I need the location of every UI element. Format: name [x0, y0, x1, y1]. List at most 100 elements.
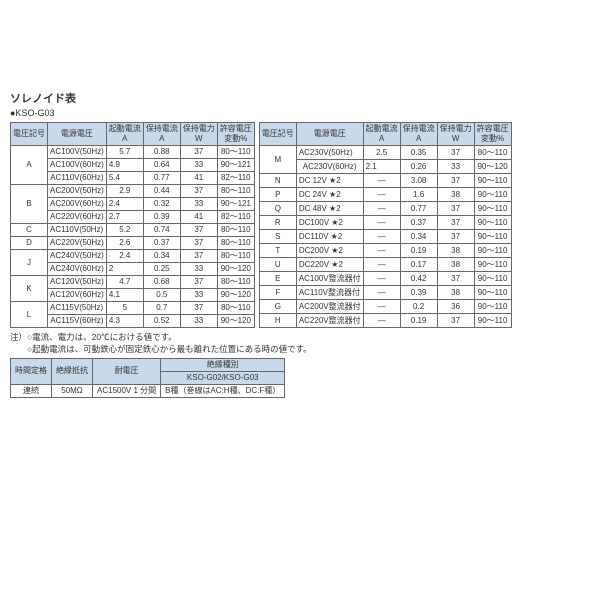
cell: 37 [437, 230, 474, 244]
cell: 33 [437, 160, 474, 174]
cell: AC115V(60Hz) [48, 315, 107, 328]
cell: AC110V(50Hz) [48, 224, 107, 237]
cell: ― [363, 202, 400, 216]
ins-cell: AC1500V 1 分間 [93, 384, 161, 397]
cell: AC200V整流器付 [296, 300, 363, 314]
cell: 0.77 [400, 202, 437, 216]
cell: 0.39 [143, 211, 180, 224]
table-row: AC100V(60Hz)4.90.643390～121 [11, 159, 255, 172]
cell: 80～110 [474, 146, 511, 160]
voltage-code: F [259, 286, 296, 300]
note-line-2: ○起動電流は、可動鉄心が固定鉄心から最も離れた位置にある時の値です。 [10, 344, 590, 356]
ins-header: 時間定格 [11, 358, 52, 384]
cell: 0.19 [400, 244, 437, 258]
cell: 0.37 [400, 216, 437, 230]
cell: AC230V(60Hz) [296, 160, 363, 174]
col-header: 起動電流A [363, 123, 400, 146]
col-header: 保持電流A [143, 123, 180, 146]
table-row: AC200V(60Hz)2.40.323390～121 [11, 198, 255, 211]
cell: AC110V整流器付 [296, 286, 363, 300]
cell: 90～110 [474, 216, 511, 230]
cell: 5.4 [106, 172, 143, 185]
page-title: ソレノイド表 [10, 90, 590, 106]
cell: 2.6 [106, 237, 143, 250]
voltage-code: B [11, 185, 48, 224]
cell: AC200V(50Hz) [48, 185, 107, 198]
voltage-code: E [259, 272, 296, 286]
cell: AC220V整流器付 [296, 314, 363, 328]
cell: 1.6 [400, 188, 437, 202]
cell: 2.1 [363, 160, 400, 174]
col-header: 保持電力W [437, 123, 474, 146]
cell: ― [363, 174, 400, 188]
cell: 0.64 [143, 159, 180, 172]
col-header: 電圧記号 [11, 123, 48, 146]
cell: 90～110 [474, 202, 511, 216]
cell: 2.7 [106, 211, 143, 224]
col-header: 保持電力W [180, 123, 217, 146]
cell: 4.7 [106, 276, 143, 289]
table-row: SDC110V ★2―0.343790～110 [259, 230, 511, 244]
cell: ― [363, 300, 400, 314]
cell: AC240V(50Hz) [48, 250, 107, 263]
cell: 90～110 [474, 230, 511, 244]
cell: 0.34 [143, 250, 180, 263]
cell: 37 [180, 276, 217, 289]
cell: 37 [180, 224, 217, 237]
col-header: 許容電圧変動% [217, 123, 254, 146]
cell: 90～121 [217, 198, 254, 211]
cell: ― [363, 216, 400, 230]
cell: DC 12V ★2 [296, 174, 363, 188]
cell: 2 [106, 263, 143, 276]
cell: 37 [437, 314, 474, 328]
table-row: AAC100V(50Hz)5.70.883780～110 [11, 146, 255, 159]
cell: 0.2 [400, 300, 437, 314]
page-subtitle: ●KSO-G03 [10, 108, 590, 118]
cell: 38 [437, 188, 474, 202]
table-row: AC110V(60Hz)5.40.774182～110 [11, 172, 255, 185]
cell: AC120V(60Hz) [48, 289, 107, 302]
cell: 5.7 [106, 146, 143, 159]
table-row: HAC220V整流器付―0.193790～110 [259, 314, 511, 328]
voltage-code: N [259, 174, 296, 188]
cell: 0.26 [400, 160, 437, 174]
cell: 37 [437, 216, 474, 230]
cell: 90～110 [474, 300, 511, 314]
cell: 0.52 [143, 315, 180, 328]
cell: DC110V ★2 [296, 230, 363, 244]
cell: 0.32 [143, 198, 180, 211]
cell: 82～110 [217, 211, 254, 224]
voltage-code: S [259, 230, 296, 244]
cell: 2.5 [363, 146, 400, 160]
voltage-code: Q [259, 202, 296, 216]
cell: 90～120 [217, 315, 254, 328]
voltage-code: P [259, 188, 296, 202]
cell: 80～110 [217, 276, 254, 289]
table-row: TDC200V ★2―0.193890～110 [259, 244, 511, 258]
cell: DC200V ★2 [296, 244, 363, 258]
table-row: NDC 12V ★2―3.083790～110 [259, 174, 511, 188]
cell: 5 [106, 302, 143, 315]
cell: 4.9 [106, 159, 143, 172]
table-row: AC240V(60Hz)20.253390～120 [11, 263, 255, 276]
cell: DC 48V ★2 [296, 202, 363, 216]
col-header: 電源電圧 [48, 123, 107, 146]
cell: AC240V(60Hz) [48, 263, 107, 276]
voltage-code: R [259, 216, 296, 230]
table-row: PDC 24V ★2―1.63890～110 [259, 188, 511, 202]
voltage-code: A [11, 146, 48, 185]
cell: AC100V整流器付 [296, 272, 363, 286]
cell: 80～110 [217, 302, 254, 315]
col-header: 電圧記号 [259, 123, 296, 146]
table-row: MAC230V(50Hz)2.50.353780～110 [259, 146, 511, 160]
cell: 38 [437, 286, 474, 300]
cell: 36 [437, 300, 474, 314]
table-row: FAC110V整流器付―0.393890～110 [259, 286, 511, 300]
cell: 37 [437, 272, 474, 286]
cell: 5.2 [106, 224, 143, 237]
table-row: GAC200V整流器付―0.23690～110 [259, 300, 511, 314]
cell: 90～120 [217, 263, 254, 276]
cell: DC100V ★2 [296, 216, 363, 230]
ins-header: 耐電圧 [93, 358, 161, 384]
insulation-table: 時間定格絶縁抵抗耐電圧絶縁種別 KSO-G02/KSO-G03 連続50MΩAC… [10, 358, 285, 398]
